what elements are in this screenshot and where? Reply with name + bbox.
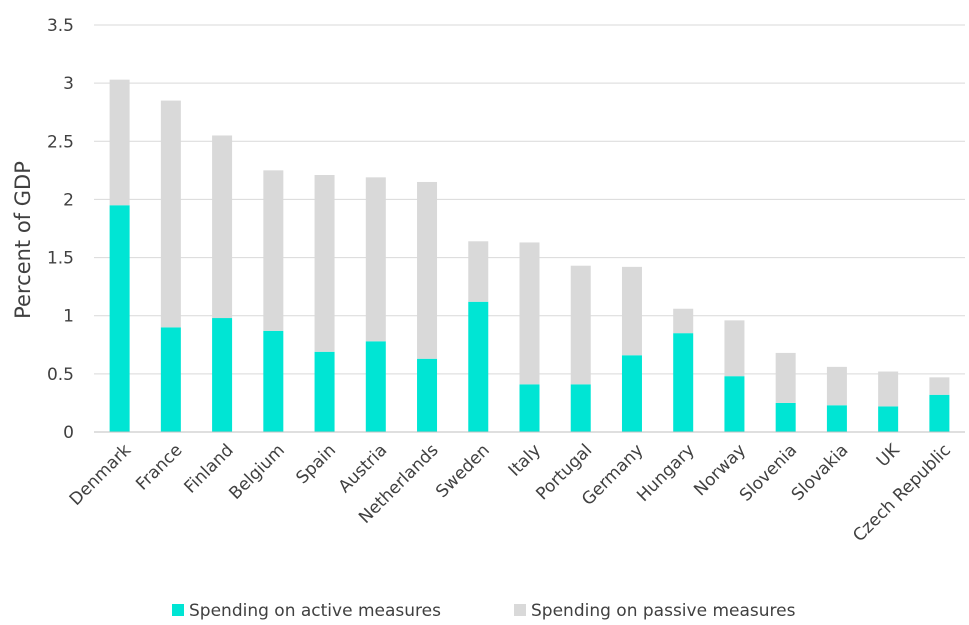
bar-passive xyxy=(673,308,694,334)
bar-passive xyxy=(775,352,796,403)
bar-passive xyxy=(109,79,130,206)
bar-passive xyxy=(519,242,540,385)
bar-active xyxy=(263,330,284,432)
y-tick-label: 2.5 xyxy=(47,132,74,152)
bar-active xyxy=(878,406,899,432)
y-tick-label: 3.5 xyxy=(47,16,74,36)
bar-passive xyxy=(212,135,233,319)
bar-active xyxy=(826,405,847,432)
legend: Spending on active measures Spending on … xyxy=(172,601,796,621)
bar-active xyxy=(570,384,591,432)
bar-active xyxy=(365,341,386,432)
y-axis-title: Percent of GDP xyxy=(11,161,35,319)
bar-passive xyxy=(468,241,489,302)
bar-passive xyxy=(878,371,899,407)
x-tick-label: Sweden xyxy=(432,440,494,502)
legend-label-passive: Spending on passive measures xyxy=(531,601,796,621)
y-tick-label: 1 xyxy=(63,307,74,327)
x-tick-label: Belgium xyxy=(225,440,288,503)
y-tick-label: 3 xyxy=(63,74,74,94)
x-tick-label: Denmark xyxy=(66,440,136,510)
bar-active xyxy=(673,333,694,432)
y-axis-ticks: 0 0.5 1 1.5 2 2.5 3 3.5 xyxy=(47,16,74,443)
legend-swatch-passive xyxy=(514,604,526,616)
bar-passive xyxy=(160,100,181,328)
bar-active xyxy=(724,376,745,432)
y-tick-label: 2 xyxy=(63,190,74,210)
x-tick-label: Italy xyxy=(505,440,545,480)
bar-passive xyxy=(570,265,591,385)
bar-active xyxy=(109,205,130,432)
bar-passive xyxy=(621,266,642,356)
x-tick-label: Slovenia xyxy=(736,440,801,505)
x-tick-label: Spain xyxy=(292,440,340,488)
y-tick-label: 0.5 xyxy=(47,365,74,385)
y-tick-label: 1.5 xyxy=(47,249,74,269)
bar-passive xyxy=(314,175,335,352)
bar-passive xyxy=(929,377,950,395)
bar-passive xyxy=(417,181,438,359)
bars xyxy=(109,79,950,432)
x-tick-label: Czech Republic xyxy=(849,440,955,546)
y-tick-label: 0 xyxy=(63,423,74,443)
bar-active xyxy=(468,301,489,432)
bar-passive xyxy=(263,170,284,331)
bar-active xyxy=(160,327,181,432)
x-tick-label: UK xyxy=(873,440,904,471)
bar-active xyxy=(519,384,540,432)
bar-active xyxy=(775,402,796,432)
bar-passive xyxy=(826,366,847,406)
bar-passive xyxy=(724,320,745,377)
bar-active xyxy=(417,358,438,432)
bar-active xyxy=(929,394,950,432)
bar-passive xyxy=(365,177,386,342)
legend-label-active: Spending on active measures xyxy=(189,601,441,621)
bar-active xyxy=(314,351,335,432)
bar-active xyxy=(621,355,642,432)
x-tick-label: France xyxy=(132,440,186,494)
bar-active xyxy=(212,318,233,432)
legend-swatch-active xyxy=(172,604,184,616)
x-tick-label: Slovakia xyxy=(788,440,853,505)
